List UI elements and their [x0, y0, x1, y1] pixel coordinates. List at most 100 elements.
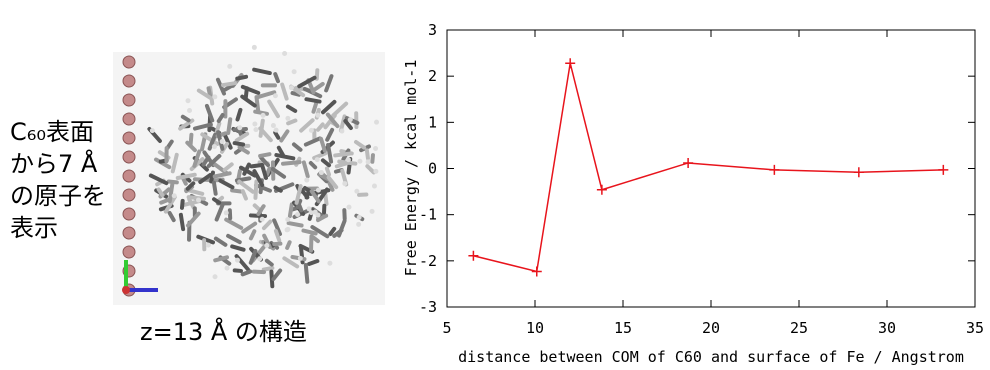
bond — [192, 122, 213, 131]
side-note: の原子を — [10, 182, 106, 210]
hydrogen — [211, 144, 217, 150]
hydrogen — [171, 193, 177, 199]
hydrogen — [339, 128, 345, 134]
bond — [237, 145, 250, 155]
bond — [213, 236, 228, 247]
bond — [232, 268, 243, 273]
bond — [212, 171, 232, 179]
bond — [310, 234, 320, 244]
bond — [290, 91, 301, 97]
hydrogen — [219, 139, 225, 145]
surface-atom — [122, 169, 136, 183]
bond — [256, 90, 277, 99]
bond — [192, 149, 202, 168]
bond — [264, 258, 274, 267]
bond — [364, 148, 370, 161]
x-tick-label: 15 — [614, 319, 632, 337]
hydrogen — [318, 170, 324, 176]
bond — [186, 195, 206, 201]
surface-atom — [122, 188, 136, 202]
bond — [285, 104, 298, 113]
hydrogen — [260, 112, 266, 118]
hydrogen — [251, 44, 257, 50]
bond — [303, 136, 322, 147]
hydrogen — [315, 187, 321, 193]
bond — [261, 219, 273, 231]
bond — [324, 166, 331, 177]
bond — [272, 218, 282, 236]
surface-atom — [122, 150, 136, 164]
bond — [214, 201, 226, 222]
bond — [280, 160, 302, 166]
y-tick-label: -1 — [419, 206, 437, 224]
hydrogen — [185, 98, 191, 104]
hydrogen — [365, 159, 371, 165]
bond — [170, 152, 179, 174]
x-tick-label: 5 — [442, 319, 451, 337]
bond — [282, 256, 300, 269]
bond — [180, 199, 201, 208]
hydrogen — [373, 168, 379, 174]
bond — [180, 114, 191, 123]
surface-atom — [122, 112, 136, 126]
hydrogen — [264, 243, 270, 249]
bond — [260, 163, 268, 180]
x-tick-label: 25 — [790, 319, 808, 337]
bond — [234, 131, 250, 143]
hydrogen — [285, 217, 291, 223]
hydrogen — [371, 183, 377, 189]
hydrogen — [315, 112, 321, 118]
bond — [316, 122, 325, 132]
bond — [301, 160, 310, 179]
hydrogen — [253, 127, 259, 133]
hydrogen — [272, 93, 278, 99]
bond — [198, 172, 213, 184]
surface-atom — [122, 207, 136, 221]
hydrogen — [291, 69, 297, 75]
bond — [226, 233, 242, 245]
bond — [253, 179, 259, 200]
bond — [222, 132, 233, 150]
bond — [261, 266, 275, 272]
hydrogen — [212, 274, 218, 280]
point-marker — [565, 58, 576, 69]
bond — [258, 152, 272, 158]
bond — [328, 226, 337, 236]
series-line — [473, 63, 944, 273]
bond — [235, 107, 243, 122]
hydrogen — [374, 119, 380, 125]
bond — [301, 228, 318, 236]
bond — [308, 160, 318, 170]
bond — [273, 72, 281, 84]
bond — [325, 127, 335, 142]
surface-atom — [122, 131, 136, 145]
bond — [353, 139, 367, 150]
bond — [304, 188, 311, 200]
bond — [336, 218, 347, 238]
y-tick-label: -3 — [419, 298, 437, 316]
hydrogen — [235, 257, 241, 263]
hydrogen — [205, 242, 211, 248]
bond — [167, 181, 175, 204]
hydrogen — [282, 50, 288, 56]
hydrogen — [270, 123, 276, 129]
bond — [178, 118, 195, 131]
bond — [230, 188, 243, 194]
hydrogen — [149, 128, 155, 134]
bond — [218, 178, 235, 190]
bond — [232, 141, 246, 147]
hydrogen — [356, 214, 362, 220]
bond — [237, 179, 255, 194]
bond — [221, 81, 238, 88]
hydrogen — [259, 216, 265, 222]
bond — [156, 187, 165, 198]
hydrogen — [373, 145, 379, 151]
bond — [256, 204, 266, 216]
y-tick-label: 1 — [428, 113, 437, 131]
bond — [312, 151, 328, 160]
hydrogen — [308, 210, 314, 216]
bond — [280, 82, 289, 101]
bond — [279, 129, 290, 143]
bond — [185, 211, 201, 228]
